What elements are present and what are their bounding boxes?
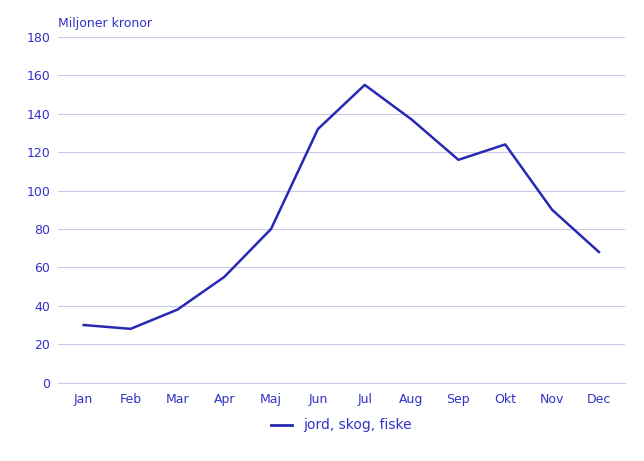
Text: Miljoner kronor: Miljoner kronor [58, 17, 152, 30]
Legend: jord, skog, fiske: jord, skog, fiske [265, 413, 417, 438]
